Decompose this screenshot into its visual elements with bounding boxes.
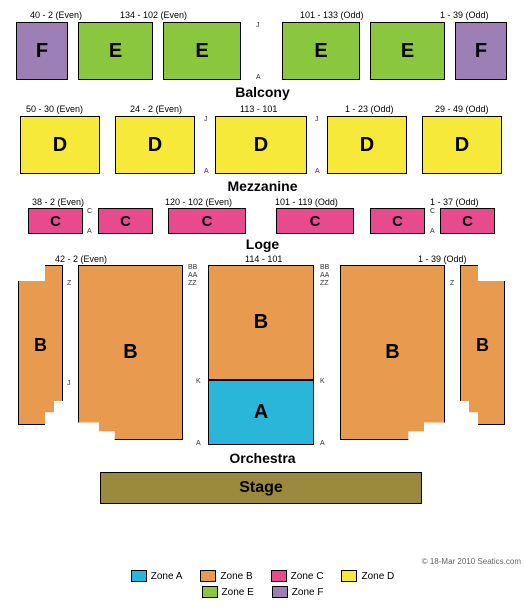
row-a-loge-l: A (87, 228, 92, 235)
level-mezzanine: Mezzanine (0, 178, 525, 194)
row-j-orch-ll: J (67, 380, 71, 387)
section-c-5: C (370, 208, 425, 234)
row-k-r: K (320, 378, 325, 385)
section-b-left: B (78, 265, 183, 440)
section-e-3: E (282, 22, 360, 80)
section-b-far-right: B (460, 265, 505, 425)
section-d-4: D (327, 116, 407, 174)
legend-zone-d: Zone D (341, 570, 394, 582)
row-z-rr: Z (450, 280, 454, 287)
label-balc-e-odd: 101 - 133 (Odd) (300, 10, 364, 20)
row-aa-l: AA (188, 272, 197, 279)
row-j-mezz-r: J (315, 116, 319, 123)
row-a-loge-r: A (430, 228, 435, 235)
label-orch-even: 42 - 2 (Even) (55, 254, 107, 264)
row-k-l: K (196, 378, 201, 385)
section-c-4: C (276, 208, 354, 234)
section-d-1: D (20, 116, 100, 174)
row-a-orch-l: A (196, 440, 201, 447)
row-bb-r: BB (320, 264, 329, 271)
section-c-1: C (28, 208, 83, 234)
section-c-3: C (168, 208, 246, 234)
row-j-balc: J (256, 22, 260, 29)
legend-zone-b: Zone B (200, 570, 252, 582)
section-c-2: C (98, 208, 153, 234)
row-c-loge-l: C (87, 208, 92, 215)
section-d-5: D (422, 116, 502, 174)
row-a-orch-r: A (320, 440, 325, 447)
row-a-mezz-r: A (315, 168, 320, 175)
label-orch-odd: 1 - 39 (Odd) (418, 254, 467, 264)
label-loge-even-out: 38 - 2 (Even) (32, 197, 84, 207)
section-b-right: B (340, 265, 445, 440)
seating-chart: 40 - 2 (Even) 134 - 102 (Even) 101 - 133… (0, 0, 525, 610)
section-e-1: E (78, 22, 153, 80)
row-a-balc: A (256, 74, 261, 81)
label-balc-e-even: 134 - 102 (Even) (120, 10, 187, 20)
legend-zone-e: Zone E (202, 586, 254, 598)
legend-zone-f: Zone F (272, 586, 324, 598)
section-d-3: D (215, 116, 307, 174)
section-e-2: E (163, 22, 241, 80)
section-f-left: F (16, 22, 68, 80)
legend-zone-a: Zone A (131, 570, 183, 582)
section-b-center: B (208, 265, 314, 380)
label-mezz-odd2: 1 - 23 (Odd) (345, 104, 394, 114)
row-zz-r: ZZ (320, 280, 329, 287)
level-balcony: Balcony (0, 84, 525, 100)
label-mezz-ctr: 113 - 101 (240, 104, 277, 114)
section-d-2: D (115, 116, 195, 174)
section-b-far-left: B (18, 265, 63, 425)
label-loge-odd-in: 101 - 119 (Odd) (275, 197, 338, 207)
row-c-loge-r: C (430, 208, 435, 215)
label-loge-even-in: 120 - 102 (Even) (165, 197, 232, 207)
copyright: © 18-Mar 2010 Seatics.com (422, 557, 521, 566)
label-balc-f-odd: 1 - 39 (Odd) (440, 10, 489, 20)
row-z-ll: Z (67, 280, 71, 287)
row-aa-r: AA (320, 272, 329, 279)
label-balc-f-even: 40 - 2 (Even) (30, 10, 82, 20)
legend-zone-c: Zone C (271, 570, 324, 582)
level-orchestra: Orchestra (0, 450, 525, 466)
row-zz-l: ZZ (188, 280, 197, 287)
level-loge: Loge (0, 236, 525, 252)
label-loge-odd-out: 1 - 37 (Odd) (430, 197, 479, 207)
row-j-mezz-l: J (204, 116, 208, 123)
label-mezz-even1: 50 - 30 (Even) (26, 104, 83, 114)
section-a: A (208, 380, 314, 445)
label-orch-ctr: 114 - 101 (245, 254, 282, 264)
legend: Zone A Zone B Zone C Zone D Zone E Zone … (0, 570, 525, 602)
section-f-right: F (455, 22, 507, 80)
label-mezz-even2: 24 - 2 (Even) (130, 104, 182, 114)
stage: Stage (100, 472, 422, 504)
row-a-mezz-l: A (204, 168, 209, 175)
section-e-4: E (370, 22, 445, 80)
label-mezz-odd1: 29 - 49 (Odd) (435, 104, 489, 114)
section-c-6: C (440, 208, 495, 234)
row-bb-l: BB (188, 264, 197, 271)
